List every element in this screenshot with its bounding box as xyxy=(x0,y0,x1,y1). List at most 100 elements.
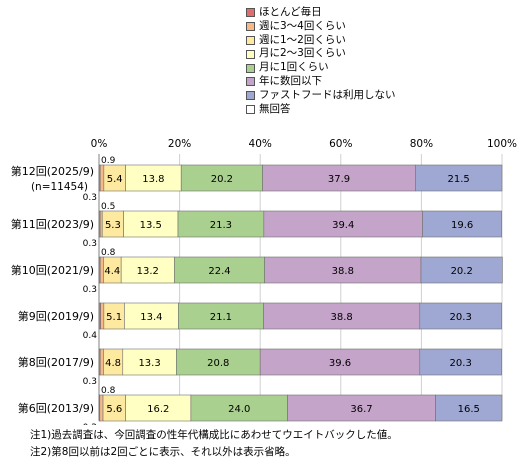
data-label: 24.0 xyxy=(228,404,250,415)
data-label-small: 0.8 xyxy=(101,248,116,258)
data-label: 5.3 xyxy=(105,220,121,231)
data-label: 21.5 xyxy=(448,174,470,185)
data-label-small: 0.8 xyxy=(101,386,116,396)
data-label: 38.8 xyxy=(332,266,354,277)
data-label-small: 0.3 xyxy=(83,193,97,203)
legend-item: 月に2～3回くらい xyxy=(246,47,396,61)
bar-segment xyxy=(99,348,104,376)
bar-segment xyxy=(176,348,261,376)
bar-segment xyxy=(100,302,105,330)
bar-segment xyxy=(99,210,103,238)
data-label: 19.6 xyxy=(451,220,473,231)
bar-segment xyxy=(264,256,422,284)
category-label: 第8回(2017/9) xyxy=(18,355,94,369)
bar-segment xyxy=(435,394,503,422)
bar-segment xyxy=(123,210,179,238)
bar-segment xyxy=(120,256,175,284)
chart-legend: ほとんど毎日 週に3～4回くらい 週に1～2回くらい 月に2～3回くらい 月に1… xyxy=(246,6,396,116)
data-label: 13.2 xyxy=(137,266,159,277)
bar-segment xyxy=(263,302,421,330)
bar-segment xyxy=(99,164,105,192)
x-tick-label: 60% xyxy=(329,138,352,150)
bar-segment xyxy=(287,394,436,422)
data-label: 16.5 xyxy=(458,404,480,415)
bar-segment xyxy=(178,302,264,330)
bar-segment xyxy=(420,256,503,284)
data-label: 20.2 xyxy=(451,266,473,277)
data-label-small: 0.3 xyxy=(83,377,97,387)
data-label: 13.8 xyxy=(142,174,164,185)
bar-segment xyxy=(99,394,104,422)
data-label: 13.5 xyxy=(140,220,162,231)
data-label-small: 0.4 xyxy=(83,331,98,341)
data-label: 5.4 xyxy=(107,174,123,185)
data-label: 39.6 xyxy=(329,358,351,369)
legend-swatch xyxy=(246,104,255,114)
category-label: 第10回(2021/9) xyxy=(11,263,94,277)
data-label: 20.3 xyxy=(450,312,472,323)
legend-swatch xyxy=(246,91,255,101)
data-label: 20.8 xyxy=(207,358,229,369)
bar-segment xyxy=(124,302,179,330)
category-label: 第6回(2013/9) xyxy=(18,401,94,415)
data-label-small: 0.9 xyxy=(101,156,116,166)
legend-swatch xyxy=(246,77,255,87)
data-label: 16.2 xyxy=(147,404,169,415)
data-label: 5.6 xyxy=(106,404,122,415)
data-label: 4.4 xyxy=(104,266,120,277)
x-tick-label: 20% xyxy=(168,138,191,150)
bar-segment xyxy=(415,164,503,192)
note-1: 注1)過去調査は、今回調査の性年代構成比にあわせてウエイトバックした値。 xyxy=(30,429,398,441)
bar-segment xyxy=(125,164,182,192)
legend-item: 月に1回くらい xyxy=(246,61,396,75)
x-tick-label: 80% xyxy=(410,138,433,150)
bar-segment xyxy=(174,256,265,284)
data-label: 21.1 xyxy=(210,312,232,323)
legend-label: 年に数回以下 xyxy=(259,74,322,87)
data-label: 36.7 xyxy=(350,404,372,415)
legend-label: 無回答 xyxy=(259,102,291,115)
data-label-small: 0.3 xyxy=(83,239,97,249)
bar-segment xyxy=(419,348,502,376)
legend-item: ほとんど毎日 xyxy=(246,6,396,20)
legend-swatch xyxy=(246,35,255,45)
bar-segment xyxy=(99,256,104,284)
category-label: 第12回(2025/9) xyxy=(11,164,94,178)
legend-label: 月に2～3回くらい xyxy=(259,47,346,60)
bar-segment xyxy=(180,164,263,192)
data-label: 20.3 xyxy=(450,358,472,369)
note-2: 注2)第8回以前は2回ごとに表示、それ以外は表示省略。 xyxy=(30,446,296,458)
legend-swatch xyxy=(246,8,255,18)
data-label: 38.8 xyxy=(330,312,352,323)
data-label: 39.4 xyxy=(332,220,354,231)
legend-label: ほとんど毎日 xyxy=(259,6,322,18)
data-label: 5.1 xyxy=(106,312,122,323)
category-label: 第11回(2023/9) xyxy=(11,217,94,231)
data-label-small: 0.5 xyxy=(101,202,115,212)
x-tick-label: 40% xyxy=(249,138,272,150)
legend-item: ファストフードは利用しない xyxy=(246,89,396,103)
bar-segment xyxy=(125,394,192,422)
x-tick-label: 0% xyxy=(91,138,108,150)
legend-swatch xyxy=(246,49,255,59)
category-label: 第9回(2019/9) xyxy=(18,309,94,323)
bar-segment xyxy=(122,348,177,376)
legend-swatch xyxy=(246,22,255,32)
data-label: 13.3 xyxy=(138,358,160,369)
data-label-small: 0.3 xyxy=(83,285,97,295)
data-label: 20.2 xyxy=(211,174,233,185)
bar-segment xyxy=(419,302,502,330)
data-label: 22.4 xyxy=(208,266,230,277)
legend-item: 週に3～4回くらい xyxy=(246,20,396,34)
bar-segment xyxy=(190,394,288,422)
legend-label: 月に1回くらい xyxy=(259,61,329,74)
legend-item: 週に1～2回くらい xyxy=(246,34,396,48)
legend-item: 年に数回以下 xyxy=(246,75,396,89)
data-label: 37.9 xyxy=(328,174,350,185)
data-label: 21.3 xyxy=(210,220,232,231)
x-tick-label: 100% xyxy=(487,138,517,150)
legend-item: 無回答 xyxy=(246,103,396,117)
data-label: 13.4 xyxy=(140,312,162,323)
bar-segment xyxy=(422,210,502,238)
data-label: 4.8 xyxy=(105,358,121,369)
